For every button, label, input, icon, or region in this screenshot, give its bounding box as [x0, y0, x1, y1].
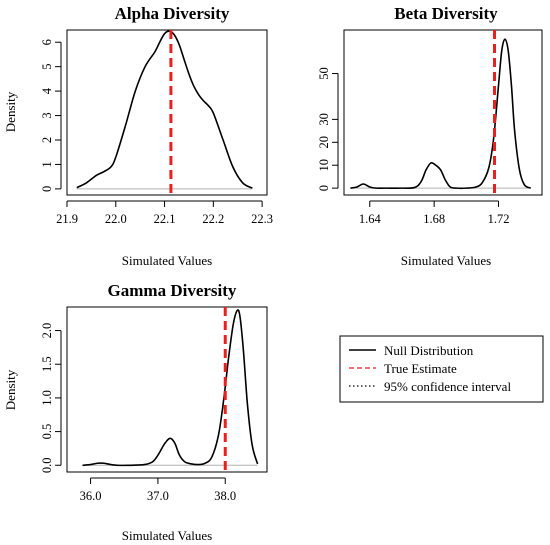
gamma-y-tick-label: 0.5 [40, 424, 54, 440]
legend: Null Distribution True Estimate 95% conf… [339, 335, 544, 403]
gamma-title: Gamma Diversity [108, 281, 237, 300]
alpha-x-axis: 21.9 22.0 22.1 22.2 22.3 [56, 200, 273, 226]
gamma-x-axis: 36.0 37.0 38.0 [80, 477, 236, 503]
gamma-density-line [82, 309, 259, 467]
beta-x-axis: 1.64 1.68 1.72 [359, 200, 510, 226]
beta-x-tick-label: 1.64 [359, 212, 382, 226]
alpha-diversity-panel: Alpha Diversity 21.9 22.0 22.1 22.2 22.3 0 1 2… [3, 4, 273, 268]
gamma-y-tick-label: 1.0 [40, 390, 54, 406]
legend-box [339, 335, 544, 403]
alpha-y-label: Density [3, 91, 18, 132]
beta-x-tick-label: 1.72 [488, 212, 510, 226]
gamma-x-tick-label: 36.0 [80, 489, 102, 503]
gamma-y-tick-label: 1.5 [40, 356, 54, 372]
gamma-x-tick-label: 37.0 [147, 489, 169, 503]
beta-y-tick-label: 10 [317, 159, 331, 172]
alpha-title: Alpha Diversity [115, 4, 230, 23]
alpha-y-tick-label: 0 [40, 186, 54, 192]
beta-x-label: Simulated Values [401, 253, 491, 268]
gamma-diversity-panel: Gamma Diversity 36.0 37.0 38.0 0.0 0.5 1.0 1.… [3, 281, 268, 543]
beta-diversity-panel: Beta Diversity 1.64 1.68 1.72 0 10 20 30 50 Si… [317, 4, 543, 268]
alpha-y-tick-label: 3 [40, 112, 54, 118]
beta-plot-frame [343, 29, 543, 196]
gamma-x-tick-label: 38.0 [214, 489, 236, 503]
alpha-x-tick-label: 22.0 [105, 212, 127, 226]
gamma-y-tick-label: 0.0 [40, 457, 54, 473]
gamma-plot-frame [66, 306, 268, 473]
beta-y-tick-label: 20 [317, 136, 331, 149]
beta-y-tick-label: 30 [317, 113, 331, 126]
alpha-y-tick-label: 4 [40, 87, 54, 94]
alpha-y-axis: 0 1 2 3 4 5 6 [40, 39, 62, 192]
beta-y-tick-label: 50 [317, 67, 331, 80]
alpha-y-tick-label: 1 [40, 161, 54, 167]
legend-estimate-label: True Estimate [384, 361, 457, 376]
alpha-density-line [76, 30, 253, 189]
alpha-y-tick-label: 5 [40, 64, 54, 70]
legend-ci-label: 95% confidence interval [384, 379, 511, 394]
alpha-x-label: Simulated Values [122, 253, 212, 268]
beta-x-tick-label: 1.68 [423, 212, 445, 226]
beta-y-axis: 0 10 20 30 50 [317, 67, 339, 191]
alpha-x-tick-label: 22.2 [202, 212, 224, 226]
alpha-y-tick-label: 6 [40, 39, 54, 45]
beta-title: Beta Diversity [394, 4, 498, 23]
alpha-x-tick-label: 21.9 [56, 212, 78, 226]
alpha-y-tick-label: 2 [40, 137, 54, 143]
beta-y-tick-label: 0 [317, 185, 331, 191]
gamma-x-label: Simulated Values [122, 528, 212, 543]
legend-null-label: Null Distribution [384, 343, 474, 358]
alpha-plot-frame [66, 29, 268, 196]
gamma-y-label: Density [3, 369, 18, 410]
beta-density-line [350, 38, 532, 190]
gamma-y-axis: 0.0 0.5 1.0 1.5 2.0 [40, 323, 62, 473]
alpha-x-tick-label: 22.1 [154, 212, 176, 226]
alpha-x-tick-label: 22.3 [251, 212, 273, 226]
gamma-y-tick-label: 2.0 [40, 323, 54, 339]
